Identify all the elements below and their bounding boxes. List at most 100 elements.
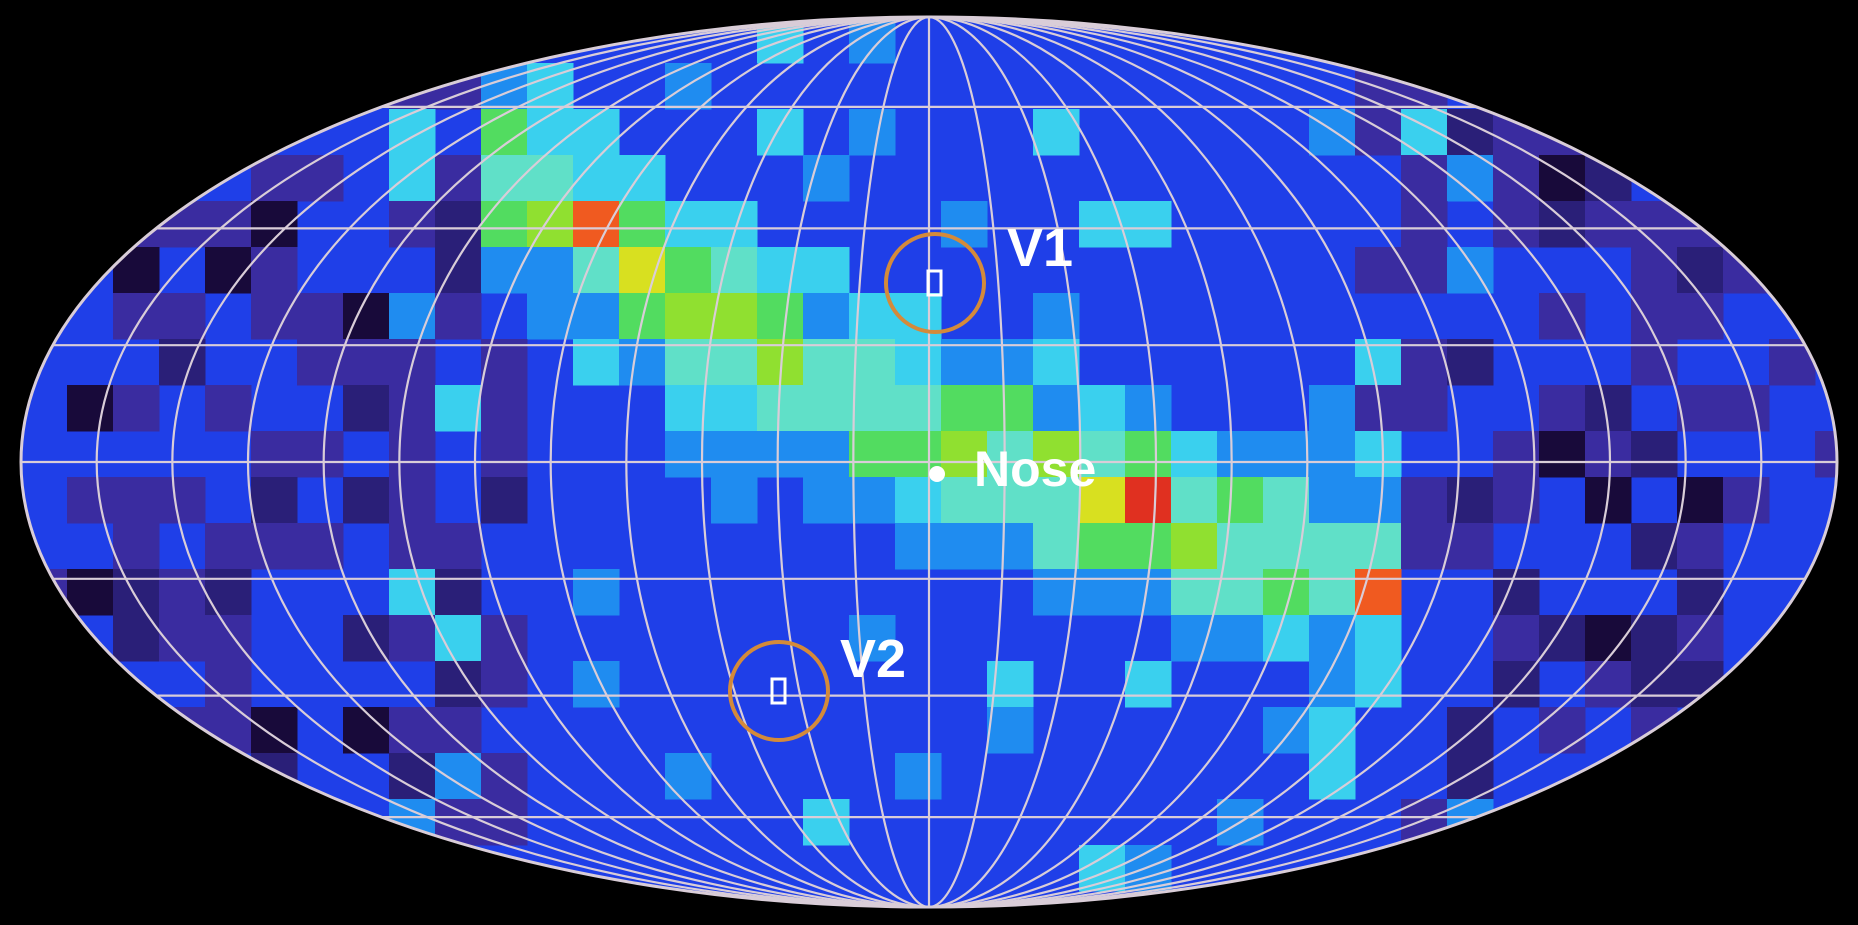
flux-pixel (481, 661, 528, 708)
flux-pixel (711, 247, 758, 294)
flux-pixel (573, 201, 620, 248)
flux-pixel (1263, 477, 1310, 524)
flux-pixel (1125, 431, 1172, 478)
flux-pixel (803, 293, 850, 340)
flux-pixel (1217, 615, 1264, 662)
flux-pixel (481, 477, 528, 524)
flux-pixel (941, 477, 988, 524)
flux-pixel (1447, 523, 1494, 570)
flux-pixel (757, 109, 804, 156)
flux-pixel (389, 385, 436, 432)
flux-pixel (1401, 477, 1448, 524)
flux-pixel (1355, 109, 1402, 156)
flux-pixel (1815, 431, 1837, 478)
flux-pixel (895, 339, 942, 386)
flux-pixel (251, 293, 298, 340)
flux-pixel (389, 201, 436, 248)
flux-pixel (1171, 431, 1218, 478)
flux-pixel (343, 339, 390, 386)
flux-pixel (389, 615, 436, 662)
flux-pixel (527, 293, 574, 340)
flux-pixel (1631, 615, 1678, 662)
flux-pixel (1723, 385, 1770, 432)
flux-pixel (1263, 431, 1310, 478)
flux-pixel (987, 431, 1034, 478)
flux-pixel (1539, 707, 1586, 754)
flux-pixel (205, 615, 252, 662)
flux-pixel (711, 339, 758, 386)
flux-pixel (389, 155, 436, 202)
flux-pixel (757, 431, 804, 478)
flux-pixel (435, 523, 482, 570)
flux-pixel (435, 661, 482, 708)
flux-pixel (481, 201, 528, 248)
flux-pixel (895, 385, 942, 432)
flux-pixel (1125, 661, 1172, 708)
flux-pixel (389, 707, 436, 754)
flux-pixel (803, 155, 850, 202)
flux-pixel (849, 109, 896, 156)
flux-pixel (665, 431, 712, 478)
flux-pixel (573, 247, 620, 294)
flux-pixel (941, 339, 988, 386)
flux-pixel (113, 569, 160, 616)
flux-pixel (1539, 293, 1586, 340)
flux-pixel (113, 477, 160, 524)
flux-pixel (1677, 569, 1724, 616)
flux-pixel (665, 293, 712, 340)
flux-pixel (1217, 477, 1264, 524)
flux-pixel (435, 385, 482, 432)
flux-pixel (1539, 615, 1586, 662)
flux-pixel (159, 293, 206, 340)
nose-marker: Nose (929, 441, 1096, 497)
flux-pixel (481, 247, 528, 294)
flux-pixel (389, 431, 436, 478)
flux-pixel (1033, 339, 1080, 386)
nose-point-icon (929, 466, 945, 482)
flux-pixel (1125, 477, 1172, 524)
nose-label: Nose (974, 441, 1096, 497)
flux-pixel (159, 477, 206, 524)
flux-pixel (113, 523, 160, 570)
flux-pixel (481, 109, 528, 156)
flux-pixel (573, 569, 620, 616)
flux-pixel (987, 523, 1034, 570)
flux-pixel (1125, 385, 1172, 432)
flux-pixel (1033, 431, 1080, 478)
v1-label: V1 (1007, 218, 1073, 278)
flux-pixel (1355, 661, 1402, 708)
flux-pixel (481, 431, 528, 478)
flux-pixel (527, 109, 574, 156)
flux-pixel (1217, 431, 1264, 478)
flux-pixel (1493, 431, 1540, 478)
flux-pixel (573, 155, 620, 202)
flux-pixel (1171, 523, 1218, 570)
flux-pixel (113, 293, 160, 340)
flux-pixel (987, 477, 1034, 524)
flux-pixel (435, 293, 482, 340)
flux-pixel (1079, 431, 1126, 478)
v2-marker: V2 (728, 629, 906, 742)
flux-pixel (849, 431, 896, 478)
flux-pixel (1079, 201, 1126, 248)
v2-label: V2 (840, 629, 906, 689)
flux-pixel (895, 477, 942, 524)
flux-pixel (1585, 201, 1632, 248)
flux-pixel (1125, 201, 1172, 248)
flux-pixel (159, 615, 206, 662)
flux-pixel (1309, 523, 1356, 570)
flux-pixel (665, 63, 712, 110)
flux-pixel (1355, 569, 1402, 616)
flux-pixel (1355, 431, 1402, 478)
flux-pixel (1309, 431, 1356, 478)
flux-pixel (481, 339, 528, 386)
flux-pixel (1631, 523, 1678, 570)
flux-pixel (1079, 569, 1126, 616)
flux-pixel (67, 569, 114, 616)
v2-ring (728, 640, 830, 742)
flux-pixel (527, 247, 574, 294)
flux-pixel (297, 339, 344, 386)
flux-pixel (251, 707, 298, 754)
flux-pixel (435, 201, 482, 248)
